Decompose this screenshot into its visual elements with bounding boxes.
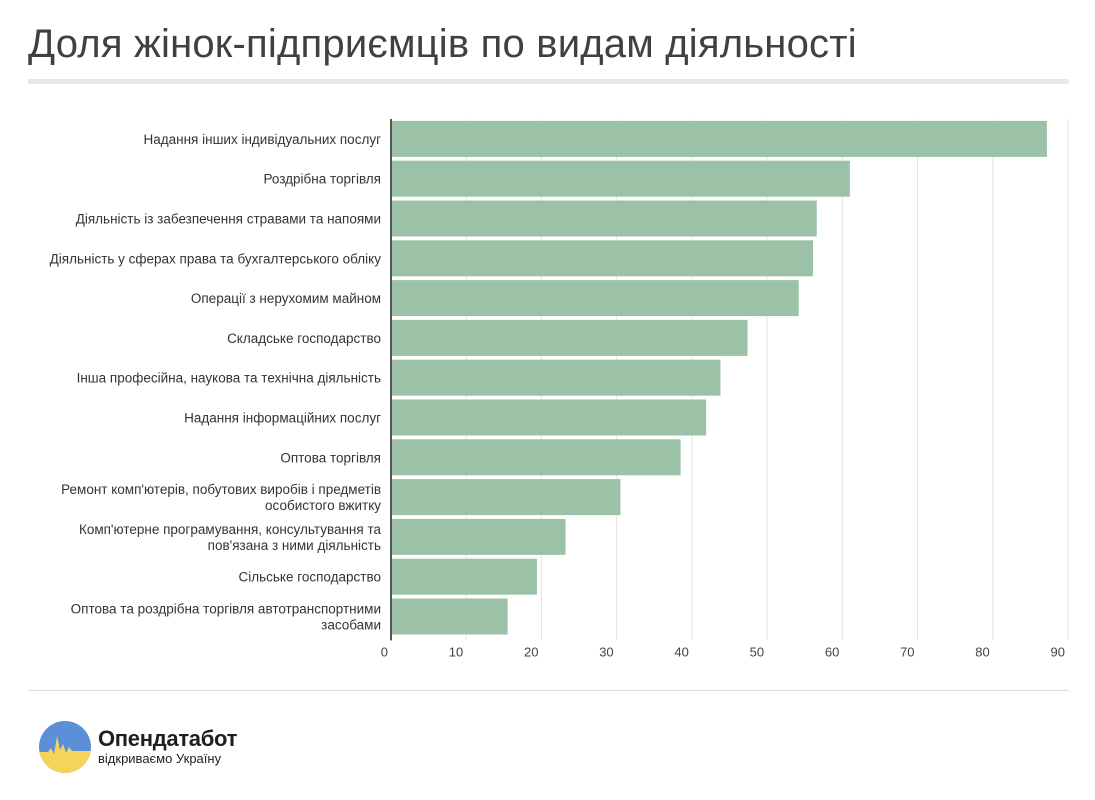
- bar: [391, 240, 813, 277]
- page-title: Доля жінок-підприємців по видам діяльнос…: [28, 22, 857, 66]
- x-tick-label: 20: [524, 644, 538, 659]
- category-label: засобами: [321, 618, 381, 633]
- category-label: Сільське господарство: [238, 570, 381, 585]
- x-tick-label: 50: [750, 644, 764, 659]
- category-label: Інша професійна, наукова та технічна дія…: [77, 371, 381, 386]
- bar: [391, 399, 707, 436]
- bar: [391, 518, 566, 555]
- ukraine-flag-sun-icon: [39, 721, 91, 773]
- x-tick-label: 70: [900, 644, 914, 659]
- category-label: Ремонт комп'ютерів, побутових виробів і …: [61, 482, 381, 497]
- bar: [391, 319, 748, 356]
- category-label: Комп'ютерне програмування, консультуванн…: [79, 522, 382, 537]
- title-divider: [28, 79, 1069, 84]
- bar: [391, 200, 817, 237]
- x-tick-label: 80: [975, 644, 989, 659]
- footer-divider: [28, 690, 1069, 691]
- category-label: Операції з нерухомим майном: [191, 291, 381, 306]
- category-label: Надання інших індивідуальних послуг: [144, 132, 382, 147]
- category-label: Оптова та роздрібна торгівля автотранспо…: [71, 602, 381, 617]
- bar: [391, 280, 799, 317]
- brand-name: Опендатабот: [98, 726, 238, 751]
- bar: [391, 359, 721, 396]
- x-tick-label: 90: [1051, 644, 1065, 659]
- brand-logo[interactable]: Опендатабот відкриваємо Україну: [38, 720, 237, 774]
- category-label: пов'язана з ними діяльність: [208, 538, 381, 553]
- bar: [391, 439, 681, 476]
- brand-tagline: відкриваємо Україну: [98, 751, 222, 766]
- x-tick-label: 10: [449, 644, 463, 659]
- x-tick-label: 40: [674, 644, 688, 659]
- bar: [391, 479, 621, 516]
- bar: [391, 160, 850, 197]
- x-tick-label: 30: [599, 644, 613, 659]
- category-label: Роздрібна торгівля: [263, 172, 381, 187]
- bar-chart: 0 10 20 30 40 50 60 70 80 90 Надання інших індивід…: [50, 119, 1069, 659]
- bar: [391, 598, 508, 635]
- category-label: Діяльність із забезпечення стравами та н…: [76, 212, 381, 227]
- category-label: особистого вжитку: [265, 498, 381, 513]
- bar: [391, 558, 537, 595]
- category-label: Надання інформаційних послуг: [184, 411, 381, 426]
- bar: [391, 120, 1047, 157]
- category-label: Діяльність у сферах права та бухгалтерсь…: [50, 251, 382, 266]
- x-tick-label: 60: [825, 644, 839, 659]
- x-tick-label: 0: [381, 644, 388, 659]
- category-label: Складське господарство: [227, 331, 381, 346]
- category-label: Оптова торгівля: [280, 450, 381, 465]
